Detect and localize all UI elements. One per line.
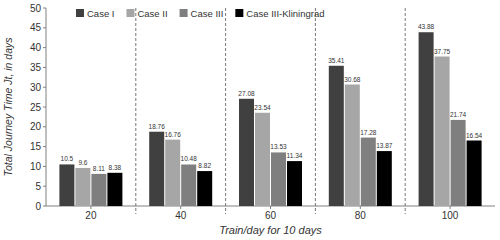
y-tick-label: 10	[30, 161, 42, 172]
group-separator	[135, 8, 136, 214]
bar	[75, 168, 90, 206]
data-label: 37.75	[434, 48, 451, 55]
data-label: 11.34	[287, 152, 303, 159]
bar	[239, 99, 254, 206]
bar	[345, 85, 360, 206]
bar	[451, 120, 466, 206]
bar	[467, 141, 482, 206]
data-label: 30.68	[344, 76, 361, 83]
y-tick-label: 40	[30, 42, 42, 53]
y-tick-label: 45	[30, 22, 42, 33]
y-tick-label: 25	[30, 102, 42, 113]
data-label: 8.11	[93, 165, 106, 172]
data-label: 9.6	[78, 159, 87, 166]
bar	[329, 66, 344, 206]
legend-label: Case III-Kliningrad	[246, 8, 324, 19]
bar	[165, 140, 180, 206]
x-tick-label: 40	[175, 210, 187, 221]
bar	[255, 113, 270, 206]
y-axis	[46, 8, 47, 206]
data-label: 8.38	[109, 164, 122, 171]
data-label: 21.74	[450, 111, 467, 118]
x-tick-label: 60	[265, 210, 277, 221]
x-tick-label: 80	[355, 210, 367, 221]
group-separator	[405, 8, 406, 214]
data-label: 18.76	[149, 123, 166, 130]
bar	[197, 171, 212, 206]
legend-label: Case III	[191, 8, 224, 19]
y-tick-label: 0	[35, 201, 41, 212]
legend-label: Case II	[137, 8, 167, 19]
x-tick	[450, 206, 451, 209]
bars	[59, 32, 481, 206]
data-label: 16.54	[466, 132, 483, 139]
y-tick-label: 5	[35, 181, 41, 192]
legend: Case I Case II Case III Case III-Kliningrad	[76, 8, 324, 19]
data-label: 13.53	[270, 143, 287, 150]
x-tick	[270, 206, 271, 209]
data-label: 10.48	[181, 155, 198, 162]
y-tick-label: 35	[30, 62, 42, 73]
bar	[181, 164, 196, 206]
x-tick	[180, 206, 181, 209]
x-tick-label: 100	[442, 210, 459, 221]
y-tick-label: 30	[30, 82, 42, 93]
data-label: 27.08	[238, 90, 255, 97]
data-label: 16.76	[165, 131, 182, 138]
group-separator	[225, 8, 226, 214]
data-label: 8.82	[198, 162, 211, 169]
bar	[361, 138, 376, 206]
y-tick-label: 50	[30, 3, 42, 14]
data-label: 10.5	[61, 155, 74, 162]
data-label: 43.88	[418, 23, 435, 30]
x-tick	[360, 206, 361, 209]
x-tick-label: 20	[85, 210, 97, 221]
x-tick	[90, 206, 91, 209]
legend-label: Case I	[87, 8, 114, 19]
y-axis-title: Total Journey Time Jt, in days	[2, 37, 14, 177]
data-label: 17.28	[360, 129, 377, 136]
bar	[271, 152, 286, 206]
data-label: 35.41	[328, 57, 345, 64]
y-tick-label: 15	[30, 141, 42, 152]
legend-swatch	[126, 9, 134, 17]
bar	[59, 164, 74, 206]
bar	[107, 173, 122, 206]
bar	[91, 174, 106, 206]
data-labels: 10.5 9.6 8.118.38 18.7616.76 10.488.82 27.08 2…	[61, 23, 483, 172]
data-label: 13.87	[376, 142, 393, 149]
legend-swatch	[180, 9, 188, 17]
data-label: 23.54	[254, 104, 271, 111]
bar	[419, 32, 434, 206]
legend-swatch	[76, 9, 84, 17]
bar	[377, 151, 392, 206]
y-tick-label: 20	[30, 121, 42, 132]
x-axis-title: Train/day for 10 days	[219, 224, 322, 236]
bar	[287, 161, 302, 206]
chart: 0 5 10 15 20 25 30 35 40 45 50 10.5 9.6 8.118.38 18.76…	[0, 0, 500, 240]
legend-swatch	[235, 9, 243, 17]
group-separator	[315, 8, 316, 214]
bar	[435, 57, 450, 206]
bar	[149, 132, 164, 206]
